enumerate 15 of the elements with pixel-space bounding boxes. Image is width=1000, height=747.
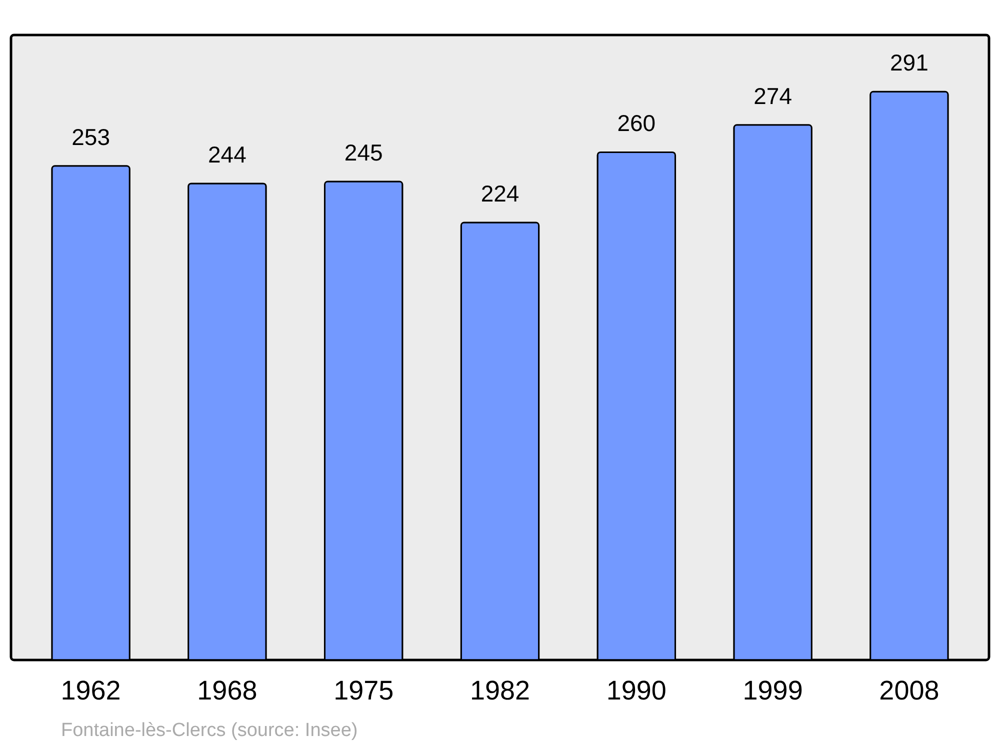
text: Fontaine-lès-Clercs (source: Insee) <box>61 720 358 741</box>
x-tick-label: 1990 <box>606 676 666 706</box>
x-tick-label: 1975 <box>334 676 394 706</box>
x-tick-label: 1999 <box>742 676 803 706</box>
x-tick-label: 1982 <box>470 676 530 706</box>
data-label: 274 <box>754 82 792 109</box>
data-label: 224 <box>480 180 520 206</box>
x-tick-label: 2008 <box>879 676 940 706</box>
x-tick-label: 1968 <box>197 676 258 706</box>
data-label: 291 <box>890 50 928 76</box>
data-label: 253 <box>72 124 110 150</box>
data-label: 260 <box>617 110 656 136</box>
x-tick-label: 1962 <box>60 676 121 706</box>
data-label: 244 <box>208 141 247 168</box>
data-label: 245 <box>344 139 383 166</box>
